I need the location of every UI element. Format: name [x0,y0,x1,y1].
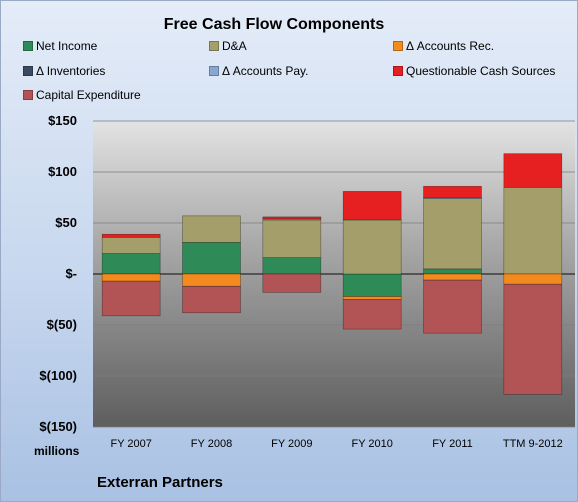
y-tick-label: $(50) [47,317,77,332]
bar-net-income [423,268,482,275]
legend-label: D&A [222,39,247,53]
bar-net-income [182,242,241,275]
legend-label: Δ Inventories [36,64,106,78]
y-axis-units-label: millions [34,444,80,458]
bar-accounts-rec [101,273,161,282]
y-tick-label: $50 [55,215,77,230]
x-tick-label: FY 2008 [191,438,232,450]
bar-accounts-rec [342,296,402,300]
bar-capital-expenditure [503,283,563,395]
bar-d-a [262,219,322,258]
bar-questionable-cash-sources [101,233,161,238]
y-tick-label: $(150) [39,419,77,434]
bar-capital-expenditure [262,273,322,293]
legend-label: Δ Accounts Rec. [406,39,495,53]
legend-item-accounts-rec: Δ Accounts Rec. [393,39,494,53]
legend-swatch [23,41,33,51]
bar-net-income [342,273,402,297]
bar-capital-expenditure [423,279,482,334]
bar-questionable-cash-sources [262,216,322,220]
y-tick-label: $150 [48,113,77,128]
bar-questionable-cash-sources [423,185,482,198]
y-tick-label: $(100) [39,368,77,383]
bar-questionable-cash-sources [342,191,402,221]
legend-label: Capital Expenditure [36,88,141,102]
bar-d-a [182,215,241,243]
legend-item-capital-expenditure: Capital Expenditure [23,88,141,102]
legend-swatch [209,66,219,76]
bar-d-a [503,187,563,275]
company-name: Exterran Partners [97,474,223,491]
x-tick-label: FY 2007 [110,438,151,450]
x-tick-label: TTM 9-2012 [503,438,563,450]
legend-item-d-a: D&A [209,39,247,53]
legend-swatch [393,41,403,51]
bar-capital-expenditure [342,299,402,330]
y-tick-label: $- [65,266,77,281]
bar-net-income [262,257,322,275]
bar-net-income [101,253,161,275]
bar-capital-expenditure [101,280,161,317]
bar-accounts-rec [182,273,241,287]
bar-accounts-rec [503,273,563,285]
legend-item-net-income: Net Income [23,39,97,53]
x-tick-label: FY 2009 [271,438,312,450]
bar-d-a [101,236,161,254]
legend-item-inventories: Δ Inventories [23,64,105,78]
x-tick-label: FY 2011 [432,438,473,450]
x-tick-label: FY 2010 [351,438,392,450]
legend-item-accounts-pay: Δ Accounts Pay. [209,64,309,78]
bar-d-a [342,219,402,275]
bar-accounts-rec [423,273,482,281]
legend-swatch [23,66,33,76]
bar-capital-expenditure [182,285,241,314]
legend-label: Questionable Cash Sources [406,64,556,78]
legend-swatch [23,90,33,100]
chart-legend: Net Income D&A Δ Accounts Rec. Δ Inventorie… [1,1,577,111]
legend-label: Δ Accounts Pay. [222,64,309,78]
chart-title: Free Cash Flow Components [163,16,385,33]
bar-questionable-cash-sources [503,153,563,188]
y-tick-label: $100 [48,164,77,179]
legend-item-questionable-cash-sources: Questionable Cash Sources [393,64,555,78]
legend-label: Net Income [36,39,98,53]
legend-swatch [393,66,403,76]
legend-swatch [209,41,219,51]
bar-d-a [423,198,482,270]
